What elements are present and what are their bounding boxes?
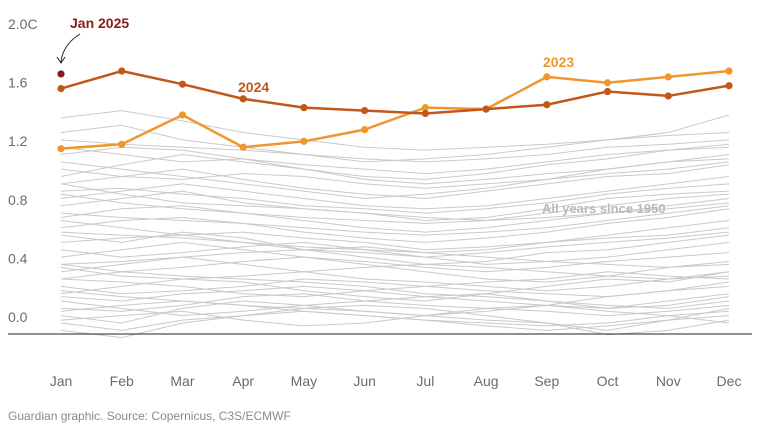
series-point-2024 xyxy=(57,85,65,93)
background-year-line xyxy=(60,164,730,199)
background-year-line xyxy=(60,219,730,251)
background-year-line xyxy=(60,183,730,214)
series-point-2024 xyxy=(421,109,429,118)
x-tick-label: Mar xyxy=(170,373,194,389)
background-year-line xyxy=(60,154,730,185)
series-point-2024 xyxy=(118,67,126,75)
background-year-line xyxy=(60,304,730,327)
annotation-arrowhead xyxy=(56,56,66,64)
x-tick-label: Jan xyxy=(50,373,73,389)
series-point-2024 xyxy=(361,106,369,115)
series-point-2024 xyxy=(603,87,612,96)
point-jan-2025 xyxy=(57,70,65,78)
background-year-line xyxy=(60,190,730,221)
y-tick-label: 0.0 xyxy=(8,309,28,325)
label-2023: 2023 xyxy=(543,54,574,70)
background-year-line xyxy=(60,227,730,254)
background-year-line xyxy=(60,146,730,175)
background-year-line xyxy=(60,246,730,268)
annotation-arrow xyxy=(60,33,81,63)
series-point-2024 xyxy=(482,105,490,113)
series-point-2023 xyxy=(178,111,187,119)
series-point-2023 xyxy=(361,126,369,134)
x-tick-label: Nov xyxy=(656,373,681,389)
series-point-2023 xyxy=(664,73,672,81)
label-all-years: All years since 1950 xyxy=(542,201,666,216)
x-tick-label: Sep xyxy=(534,373,559,389)
background-year-line xyxy=(60,205,730,236)
y-tick-label: 2.0C xyxy=(8,16,38,32)
series-point-2024 xyxy=(300,104,308,112)
x-tick-label: Apr xyxy=(232,373,254,389)
background-year-line xyxy=(60,161,730,189)
x-tick-label: Dec xyxy=(717,373,742,389)
y-tick-label: 1.2 xyxy=(8,133,28,149)
background-series-group xyxy=(60,110,730,339)
series-point-2023 xyxy=(421,104,429,112)
source-note: Guardian graphic. Source: Copernicus, C3… xyxy=(8,409,291,423)
background-year-line xyxy=(60,304,730,339)
x-tick-label: May xyxy=(291,373,317,389)
x-tick-label: Oct xyxy=(597,373,619,389)
x-tick-label: Jul xyxy=(416,373,434,389)
x-tick-label: Feb xyxy=(110,373,134,389)
background-year-line xyxy=(60,176,730,210)
background-year-line xyxy=(60,293,730,317)
background-year-line xyxy=(60,110,730,151)
series-point-2023 xyxy=(543,73,551,81)
background-year-line xyxy=(60,256,730,283)
series-point-2024 xyxy=(178,80,187,88)
background-year-line xyxy=(60,300,730,331)
background-year-line xyxy=(60,293,730,317)
label-jan-2025: Jan 2025 xyxy=(70,15,129,31)
background-year-line xyxy=(60,271,730,298)
background-year-line xyxy=(60,193,730,224)
background-year-line xyxy=(60,241,730,273)
series-point-2023 xyxy=(300,137,308,145)
label-2024: 2024 xyxy=(238,79,269,95)
background-year-line xyxy=(60,281,730,317)
series-line-2024 xyxy=(60,69,730,115)
background-year-line xyxy=(60,143,730,180)
series-line-2023 xyxy=(60,69,730,150)
series-point-2024 xyxy=(725,82,733,90)
background-year-line xyxy=(60,139,730,163)
background-year-line xyxy=(60,285,730,309)
x-tick-label: Jun xyxy=(353,373,376,389)
y-axis-ticks: 2.0C 1.6 1.2 0.8 0.4 0.0 xyxy=(8,16,38,325)
background-year-line xyxy=(60,202,730,233)
y-tick-label: 0.4 xyxy=(8,250,28,266)
background-year-line xyxy=(60,231,730,258)
series-point-2023 xyxy=(57,145,65,153)
series-point-2023 xyxy=(725,67,733,75)
background-year-line xyxy=(60,208,730,243)
series-point-2024 xyxy=(239,95,247,103)
background-year-line xyxy=(60,271,730,309)
series-point-2023 xyxy=(603,79,612,87)
x-axis-ticks: Jan Feb Mar Apr May Jun Jul Aug Sep Oct Nov Dec xyxy=(50,373,742,389)
series-point-2024 xyxy=(664,92,672,100)
background-year-line xyxy=(60,256,730,292)
y-tick-label: 1.6 xyxy=(8,75,28,91)
series-point-2024 xyxy=(543,101,551,109)
series-point-2023 xyxy=(239,143,247,151)
highlight-series-group xyxy=(57,67,733,153)
x-tick-label: Aug xyxy=(474,373,499,389)
background-year-line xyxy=(60,263,730,280)
y-tick-label: 0.8 xyxy=(8,192,28,208)
series-point-2023 xyxy=(118,140,126,148)
background-year-line xyxy=(60,241,730,265)
